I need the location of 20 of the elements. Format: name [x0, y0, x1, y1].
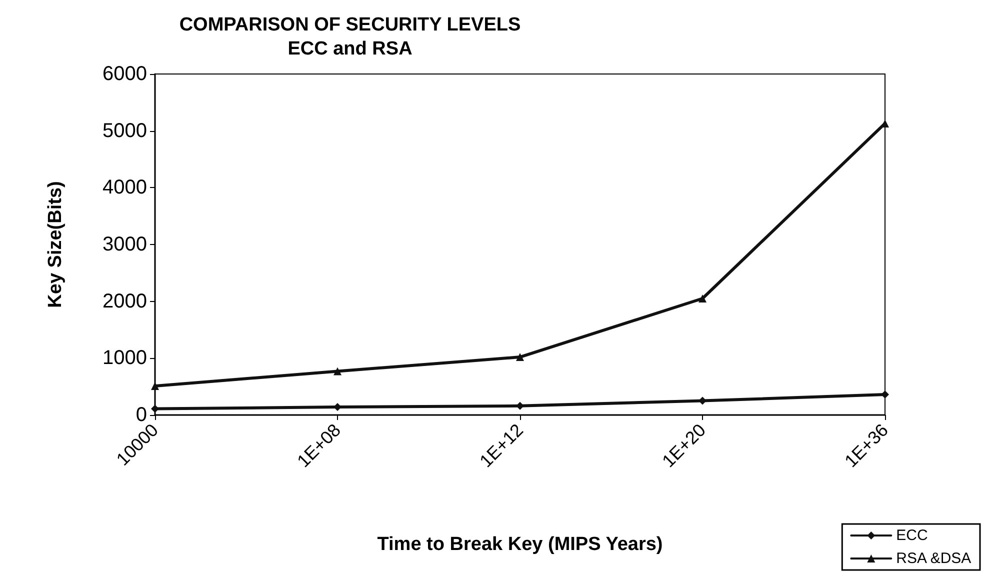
point	[698, 294, 706, 302]
x-axis-title: Time to Break Key (MIPS Years)	[377, 534, 663, 555]
chart-title: COMPARISON OF SECURITY LEVELS ECC and RSA	[179, 14, 521, 60]
y-tick-label: 0	[136, 404, 147, 426]
legend-label: ECC	[896, 527, 928, 544]
y-tick-label: 6000	[102, 63, 147, 85]
y-tick-label: 4000	[102, 176, 147, 199]
point	[698, 396, 706, 405]
point	[516, 402, 524, 410]
point	[151, 404, 159, 413]
legend-label: RSA &DSA	[896, 550, 972, 567]
point	[516, 353, 524, 362]
y-tick-label: 2000	[102, 290, 147, 312]
y-tick-label: 5000	[102, 120, 147, 142]
y-tick-label: 3000	[102, 234, 147, 256]
point	[881, 390, 889, 399]
point	[151, 382, 159, 390]
y-axis-title: Key Size(Bits)	[45, 181, 66, 308]
y-tick-label: 1000	[102, 347, 147, 370]
point	[334, 367, 342, 376]
